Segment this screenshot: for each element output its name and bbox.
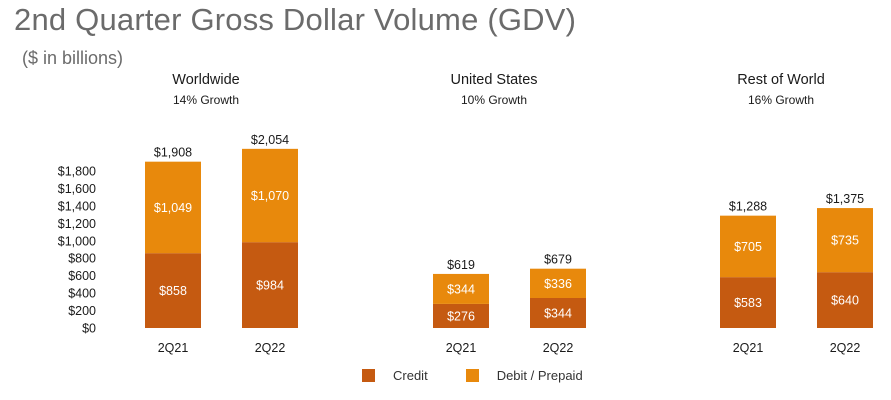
bar-credit xyxy=(530,297,586,328)
y-tick-label: $1,600 xyxy=(58,182,96,196)
bar-credit xyxy=(242,242,298,328)
y-tick-label: $0 xyxy=(82,322,96,336)
bar-credit-label: $640 xyxy=(831,294,859,308)
bar-debit-label: $1,049 xyxy=(154,201,192,215)
bar-credit-label: $984 xyxy=(256,279,284,293)
bar-credit-label: $583 xyxy=(734,296,762,310)
group-growth: 16% Growth xyxy=(748,93,814,107)
bar-debit-label: $735 xyxy=(831,234,859,248)
y-tick-label: $1,000 xyxy=(58,234,96,248)
bar-credit-label: $858 xyxy=(159,284,187,298)
bar-total-label: $679 xyxy=(544,253,572,267)
bar-total-label: $619 xyxy=(447,258,475,272)
legend-item-credit: Credit xyxy=(362,368,428,383)
x-category-label: 2Q22 xyxy=(830,341,861,355)
x-category-label: 2Q22 xyxy=(543,341,574,355)
bar-debit-label: $336 xyxy=(544,277,572,291)
chart-legend: Credit Debit / Prepaid xyxy=(362,368,621,383)
bar-debit-prepaid xyxy=(530,268,586,298)
bar-debit-prepaid xyxy=(145,161,201,254)
group-title: United States xyxy=(450,72,537,88)
bar-credit-label: $276 xyxy=(447,309,475,323)
bar-total-label: $2,054 xyxy=(251,133,289,147)
bar-total-label: $1,288 xyxy=(729,200,767,214)
y-tick-label: $400 xyxy=(68,287,96,301)
bar-total-label: $1,908 xyxy=(154,146,192,160)
legend-label-debit-prepaid: Debit / Prepaid xyxy=(496,368,583,383)
bar-credit xyxy=(720,277,776,328)
bar-debit-prepaid xyxy=(720,215,776,278)
y-tick-label: $600 xyxy=(68,269,96,283)
bar-debit-prepaid xyxy=(242,148,298,243)
group-title: Rest of World xyxy=(737,72,825,88)
x-category-label: 2Q21 xyxy=(158,341,189,355)
legend-swatch-credit xyxy=(362,369,375,382)
legend-label-credit: Credit xyxy=(393,368,428,383)
bar-credit-label: $344 xyxy=(544,306,572,320)
y-tick-label: $800 xyxy=(68,252,96,266)
bar-debit-label: $344 xyxy=(447,282,475,296)
group-title: Worldwide xyxy=(172,72,239,88)
x-category-label: 2Q21 xyxy=(446,341,477,355)
bar-credit xyxy=(817,272,873,328)
chart-title: 2nd Quarter Gross Dollar Volume (GDV) xyxy=(14,2,577,37)
bar-total-label: $1,375 xyxy=(826,192,864,206)
bar-credit xyxy=(145,253,201,328)
group-growth: 10% Growth xyxy=(461,93,527,107)
y-tick-label: $1,400 xyxy=(58,199,96,213)
x-category-label: 2Q22 xyxy=(255,341,286,355)
y-tick-label: $1,800 xyxy=(58,165,96,179)
bar-debit-label: $1,070 xyxy=(251,189,289,203)
bar-debit-label: $705 xyxy=(734,240,762,254)
y-tick-label: $200 xyxy=(68,304,96,318)
x-category-label: 2Q21 xyxy=(733,341,764,355)
bar-debit-prepaid xyxy=(433,273,489,304)
legend-swatch-debit-prepaid xyxy=(465,369,479,382)
legend-item-debit-prepaid: Debit / Prepaid xyxy=(465,368,583,383)
bar-debit-prepaid xyxy=(817,208,873,273)
y-tick-label: $1,200 xyxy=(58,217,96,231)
chart-subtitle: ($ in billions) xyxy=(22,48,124,68)
bar-credit xyxy=(433,303,489,328)
group-growth: 14% Growth xyxy=(173,93,239,107)
